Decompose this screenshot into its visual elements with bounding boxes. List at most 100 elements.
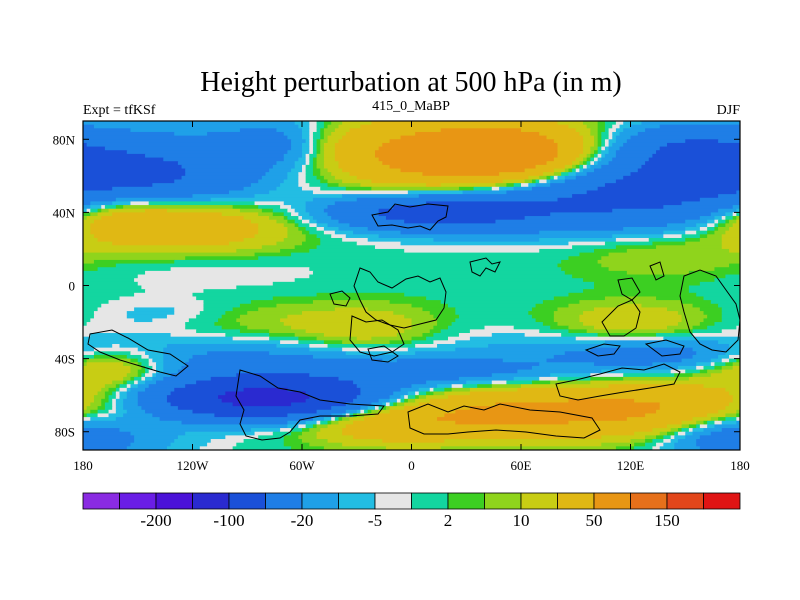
field-cell	[590, 157, 595, 162]
field-cell	[323, 128, 336, 133]
field-cell	[112, 380, 124, 385]
field-cell	[495, 219, 686, 224]
field-cell	[112, 391, 117, 396]
field-cell	[707, 219, 716, 224]
field-cell	[670, 435, 675, 440]
field-cell	[312, 190, 409, 195]
field-cell	[83, 186, 113, 192]
field-cell	[283, 131, 303, 137]
field-cell	[572, 245, 617, 250]
field-cell	[123, 362, 139, 367]
field-cell	[729, 219, 737, 224]
field-cell	[126, 150, 288, 155]
field-cell	[418, 387, 431, 393]
field-cell	[685, 241, 723, 246]
field-cell	[572, 164, 577, 170]
field-cell	[696, 351, 726, 356]
field-cell	[83, 351, 95, 356]
field-cell	[721, 237, 740, 243]
field-cell	[83, 124, 95, 129]
field-cell	[604, 340, 719, 345]
field-cell	[663, 435, 672, 440]
field-cell	[367, 227, 624, 232]
field-cell	[707, 325, 737, 330]
field-cell	[93, 314, 128, 319]
field-cell	[415, 391, 420, 396]
field-cell	[269, 333, 296, 338]
field-cell	[458, 186, 475, 192]
field-cell	[608, 131, 613, 137]
field-cell	[400, 241, 570, 246]
field-cell	[597, 142, 602, 148]
field-cell	[90, 333, 172, 338]
field-cell	[152, 373, 157, 378]
field-cell	[342, 179, 372, 184]
field-cell	[732, 362, 740, 367]
field-cell	[718, 417, 726, 422]
field-cell	[542, 322, 559, 327]
field-cell	[83, 263, 117, 268]
field-cell	[499, 186, 515, 192]
field-cell	[345, 234, 380, 239]
field-cell	[309, 157, 314, 162]
field-cell	[393, 391, 409, 396]
field-cell	[699, 237, 723, 243]
field-cell	[90, 201, 113, 206]
map-panel: 180 120W 60W 0 60E 120E 180 80N 40N 0 40S 80S	[53, 120, 750, 473]
field-cell	[83, 322, 88, 327]
field-cell	[214, 413, 288, 418]
field-cell	[294, 161, 307, 166]
field-cell	[718, 219, 726, 224]
field-cell	[115, 398, 124, 404]
field-cell	[590, 376, 624, 382]
field-cell	[316, 431, 343, 436]
field-cell	[349, 172, 424, 177]
field-cell	[568, 256, 602, 261]
field-cell	[298, 172, 307, 177]
x-tick-label: 60E	[511, 458, 532, 473]
field-cell	[590, 347, 694, 352]
field-cell	[583, 146, 591, 151]
field-cell	[243, 216, 270, 221]
field-cell	[433, 314, 460, 319]
field-cell	[126, 354, 142, 360]
field-cell	[604, 183, 740, 188]
field-cell	[630, 124, 661, 129]
field-cell	[575, 157, 584, 162]
field-cell	[652, 241, 686, 246]
field-cell	[400, 135, 548, 140]
field-cell	[97, 212, 113, 217]
field-cell	[232, 336, 270, 341]
field-cell	[670, 439, 679, 444]
field-cell	[316, 153, 325, 159]
field-cell	[696, 365, 705, 371]
field-cell	[535, 318, 555, 323]
field-cell	[83, 223, 91, 228]
field-cell	[718, 208, 737, 213]
field-cell	[145, 369, 150, 374]
field-cell	[309, 442, 343, 447]
field-cell	[331, 417, 336, 422]
field-cell	[316, 175, 325, 181]
field-cell	[83, 241, 113, 246]
field-cell	[152, 318, 190, 323]
field-cell	[287, 387, 361, 393]
field-cell	[298, 212, 310, 217]
field-cell	[83, 201, 91, 206]
field-cell	[287, 230, 303, 235]
field-cell	[108, 413, 124, 418]
field-cell	[415, 131, 540, 137]
field-cell	[568, 172, 577, 177]
field-cell	[539, 230, 664, 235]
field-cell	[323, 124, 329, 129]
field-cell	[185, 384, 358, 389]
field-cell	[145, 380, 157, 385]
field-cell	[604, 153, 617, 159]
field-cell	[594, 307, 668, 312]
field-cell	[97, 307, 135, 312]
field-cell	[378, 409, 391, 415]
coastline	[584, 343, 621, 357]
field-cell	[156, 380, 197, 385]
field-cell	[710, 362, 716, 367]
coastline	[349, 315, 405, 357]
